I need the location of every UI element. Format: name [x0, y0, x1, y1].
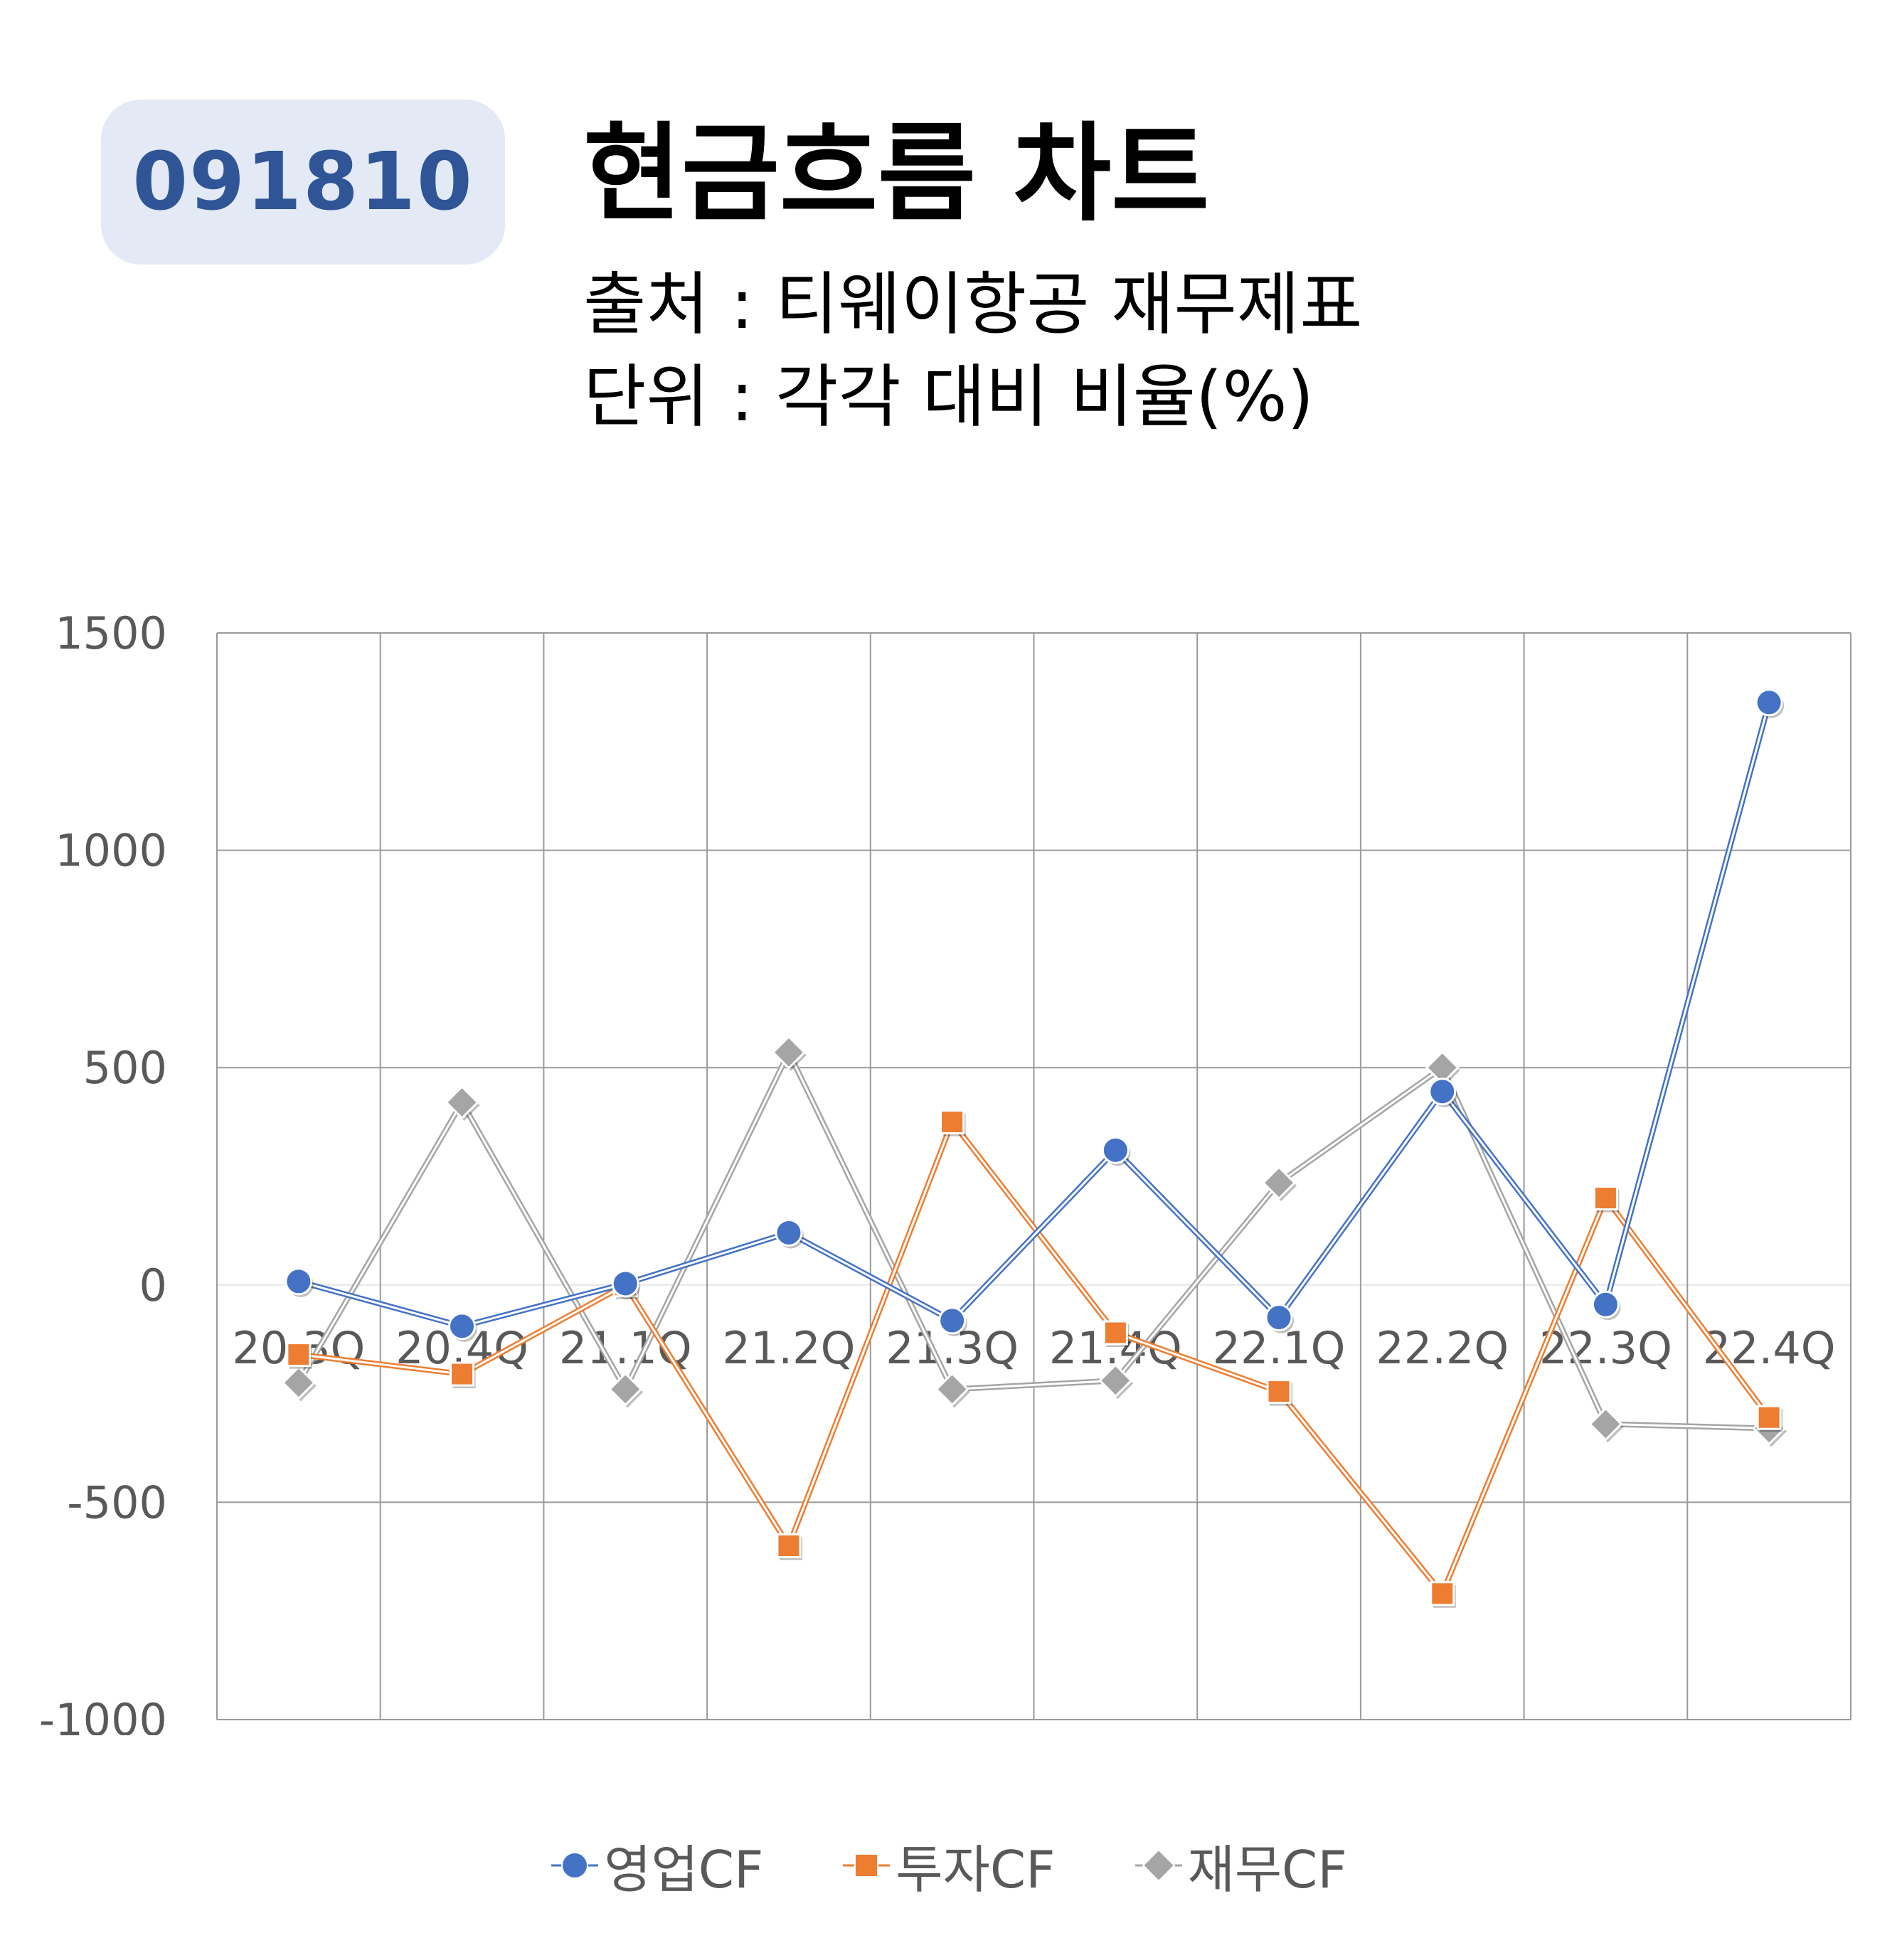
- x-tick-label: 22.4Q: [1703, 1322, 1836, 1374]
- data-point: [1101, 1136, 1131, 1166]
- data-point: [1755, 688, 1785, 718]
- data-point: [1428, 1077, 1457, 1107]
- x-tick-label: 21.2Q: [723, 1322, 856, 1374]
- data-point: [771, 1035, 807, 1071]
- data-point: [938, 1306, 967, 1336]
- data-point: [450, 1361, 476, 1389]
- diamond-marker-icon: [1135, 1848, 1182, 1882]
- data-point: [1591, 1290, 1621, 1321]
- unit-text: 단위 : 각각 대비 비율(%): [583, 357, 1314, 437]
- data-point: [1265, 1304, 1295, 1333]
- chart-title: 현금흐름 차트: [583, 112, 1210, 236]
- y-tick-label: -1000: [39, 1694, 167, 1735]
- series-line-inner: [298, 1119, 1770, 1596]
- data-point: [1261, 1166, 1297, 1202]
- source-text: 출처 : 티웨이항공 재무제표: [583, 265, 1363, 344]
- data-point: [445, 1085, 480, 1122]
- x-tick-label: 21.1Q: [559, 1322, 692, 1374]
- data-point: [1102, 1320, 1130, 1348]
- chart-legend: 영업CF 투자CF 재무CF: [0, 1828, 1897, 1902]
- x-tick-label: 22.2Q: [1376, 1322, 1509, 1374]
- series-line-inner: [298, 702, 1770, 1328]
- y-tick-label: 1500: [55, 607, 167, 659]
- data-point: [1430, 1581, 1456, 1608]
- square-marker-icon: [843, 1853, 891, 1878]
- series-line-inner: [297, 1050, 1770, 1429]
- y-tick-label: 1000: [55, 825, 167, 877]
- data-point: [1593, 1186, 1620, 1213]
- cash-flow-line-chart: 150010005000-500-100020.3Q20.4Q21.1Q21.2…: [39, 607, 1851, 1735]
- data-point: [285, 1267, 314, 1297]
- data-point: [1425, 1050, 1460, 1087]
- circle-marker-icon: [551, 1851, 599, 1879]
- data-point: [1098, 1363, 1134, 1400]
- data-point: [1756, 1405, 1783, 1432]
- legend-label: 재무CF: [1187, 1840, 1347, 1900]
- y-tick-label: 0: [139, 1259, 167, 1311]
- data-point: [448, 1312, 477, 1342]
- legend-label: 영업CF: [604, 1840, 764, 1900]
- data-point: [935, 1372, 970, 1408]
- data-point: [1266, 1379, 1293, 1406]
- legend-label: 투자CF: [896, 1840, 1056, 1900]
- data-point: [1588, 1407, 1624, 1443]
- data-point: [775, 1218, 804, 1249]
- y-tick-label: 500: [83, 1042, 167, 1094]
- ticker-code: 091810: [132, 136, 474, 228]
- legend-item: 영업CF: [550, 1828, 763, 1902]
- data-point: [608, 1372, 644, 1408]
- legend-item: 투자CF: [841, 1828, 1056, 1902]
- data-point: [776, 1533, 802, 1560]
- x-tick-label: 22.3Q: [1539, 1322, 1672, 1374]
- data-point: [281, 1365, 317, 1402]
- data-point: [940, 1109, 966, 1136]
- data-point: [611, 1269, 641, 1299]
- data-point: [286, 1342, 312, 1369]
- y-tick-label: -500: [67, 1476, 167, 1528]
- legend-item: 재무CF: [1134, 1828, 1347, 1902]
- ticker-badge: 091810: [101, 100, 505, 265]
